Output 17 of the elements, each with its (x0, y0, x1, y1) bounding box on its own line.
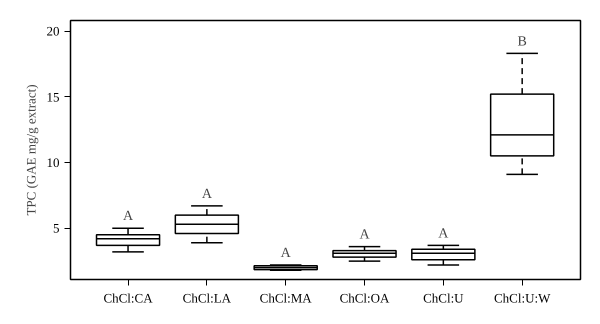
annotation: A (122, 209, 134, 224)
annotation: A (438, 226, 450, 242)
y-tick-label: 10 (46, 154, 60, 170)
y-tick-label: 20 (46, 24, 60, 39)
annotation: B (518, 34, 527, 50)
x-tick-label: ChCl:CA (103, 290, 154, 306)
annotation: A (359, 228, 370, 243)
x-tick-label: ChCl:LA (182, 290, 232, 306)
y-axis-title: TPC (GAE mg/g extract) (24, 84, 38, 216)
y-tick-label: 15 (46, 89, 60, 104)
annotation: A (280, 246, 292, 262)
x-tick-label: ChCl:OA (340, 290, 390, 306)
x-tick-label: ChCl:MA (260, 290, 312, 306)
x-tick-label: ChCl:U (423, 290, 464, 306)
x-tick-label: ChCl:U:W (494, 290, 552, 306)
y-tick-label: 5 (53, 220, 60, 236)
annotation: A (202, 186, 213, 202)
